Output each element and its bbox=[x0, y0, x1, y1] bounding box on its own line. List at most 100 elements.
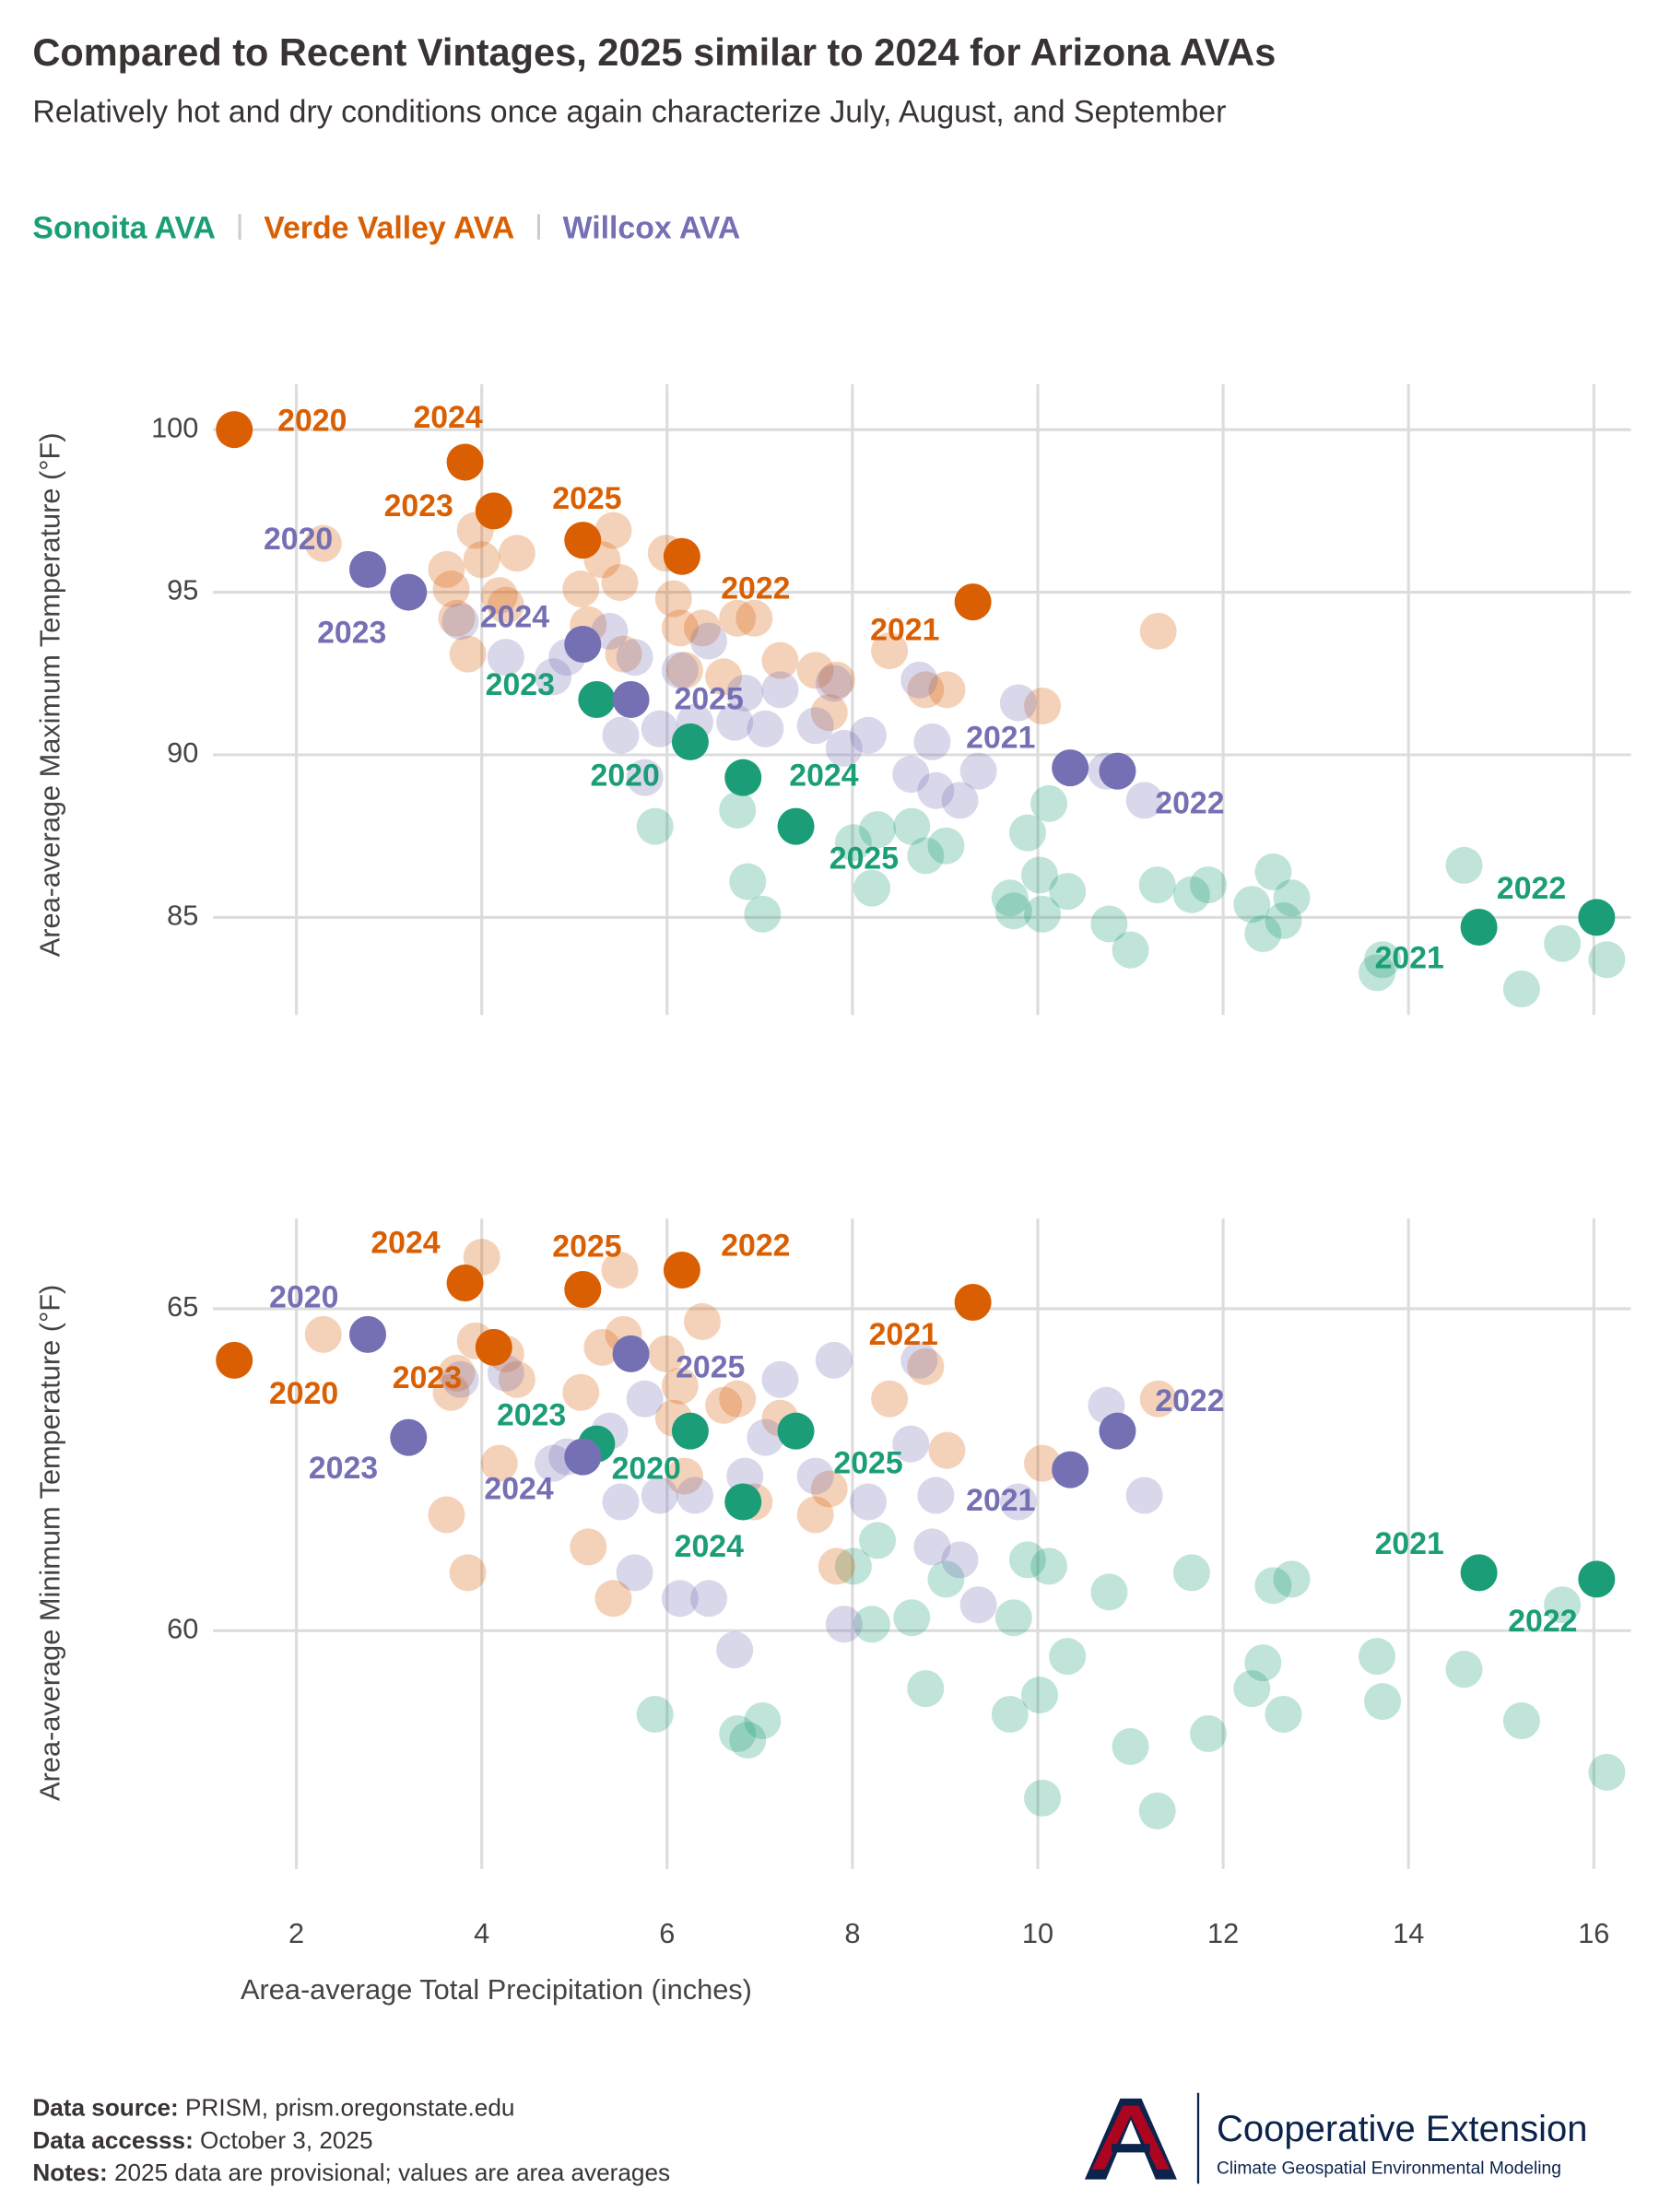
highlight-point bbox=[777, 1412, 815, 1450]
point bbox=[994, 1599, 1032, 1637]
point bbox=[1445, 846, 1483, 884]
point bbox=[1502, 1702, 1540, 1740]
point bbox=[761, 671, 799, 709]
point bbox=[1244, 1644, 1282, 1682]
point bbox=[654, 580, 692, 618]
point bbox=[487, 586, 524, 624]
point bbox=[1125, 782, 1163, 819]
point bbox=[927, 827, 965, 865]
point bbox=[735, 599, 773, 637]
point bbox=[661, 609, 699, 647]
point bbox=[907, 671, 945, 709]
point bbox=[1172, 876, 1210, 913]
point bbox=[449, 635, 487, 673]
point bbox=[1030, 1547, 1068, 1585]
point bbox=[893, 1599, 931, 1637]
point bbox=[602, 1483, 640, 1521]
point-label: 2021 bbox=[869, 1317, 938, 1352]
point bbox=[705, 1386, 743, 1424]
highlight-point bbox=[1052, 1451, 1089, 1488]
point bbox=[665, 652, 703, 689]
point bbox=[716, 1631, 754, 1669]
point-label: 2021 bbox=[1375, 940, 1444, 975]
highlight-point bbox=[349, 1315, 387, 1353]
logo-name: Cooperative Extension bbox=[1217, 2109, 1587, 2149]
point bbox=[825, 729, 863, 767]
plots: 85 90 95 100 Area-average Maximum Temperatur… bbox=[34, 383, 1631, 2006]
x-axis-title: Area-average Total Precipitation (inches… bbox=[241, 1973, 752, 2006]
point bbox=[810, 694, 848, 732]
y-tick-label: 65 bbox=[167, 1290, 198, 1323]
point bbox=[1024, 1444, 1062, 1482]
point bbox=[661, 652, 699, 689]
legend: Sonoita AVA Verde Valley AVA Willcox AVA bbox=[32, 210, 740, 245]
point-label: 2022 bbox=[721, 1228, 790, 1263]
point-label: 2021 bbox=[1375, 1526, 1444, 1561]
point bbox=[859, 811, 897, 849]
point bbox=[705, 658, 743, 696]
point-label: 2023 bbox=[486, 667, 555, 702]
point bbox=[690, 1580, 728, 1618]
point bbox=[1024, 895, 1062, 933]
point bbox=[428, 1496, 465, 1534]
point bbox=[616, 1554, 653, 1592]
point bbox=[726, 674, 764, 712]
point bbox=[999, 684, 1037, 722]
point bbox=[796, 652, 834, 689]
logo: Cooperative Extension Climate Geospatial… bbox=[1084, 2092, 1587, 2184]
point bbox=[853, 869, 891, 907]
highlight-point bbox=[475, 492, 512, 530]
point bbox=[991, 879, 1029, 917]
point bbox=[1112, 1727, 1149, 1765]
point bbox=[1445, 1651, 1483, 1688]
highlight-point bbox=[1099, 1412, 1136, 1450]
x-tick-label: 10 bbox=[1022, 1917, 1053, 1949]
point bbox=[601, 1252, 639, 1289]
point bbox=[941, 1541, 979, 1579]
legend-entry: Willcox AVA bbox=[563, 210, 741, 245]
highlight-point bbox=[671, 723, 709, 760]
highlight-point bbox=[216, 411, 253, 449]
point bbox=[815, 1341, 853, 1379]
point bbox=[917, 1477, 955, 1514]
point bbox=[498, 1360, 535, 1398]
point bbox=[602, 716, 640, 754]
x-tick-label: 4 bbox=[474, 1917, 489, 1949]
footer-text: October 3, 2025 bbox=[200, 2126, 372, 2154]
highlight-points bbox=[216, 411, 1616, 946]
point bbox=[438, 599, 476, 637]
point bbox=[719, 1714, 757, 1752]
point bbox=[535, 658, 572, 696]
highlight-point bbox=[954, 1283, 992, 1321]
point-label: 2024 bbox=[789, 759, 858, 794]
point bbox=[676, 1477, 713, 1514]
point bbox=[796, 707, 834, 745]
point bbox=[1364, 941, 1402, 979]
point bbox=[594, 512, 632, 549]
point bbox=[1273, 1560, 1311, 1598]
point bbox=[1588, 1753, 1626, 1791]
highlight-point bbox=[663, 1252, 700, 1289]
point bbox=[661, 1580, 699, 1618]
point bbox=[1125, 1477, 1163, 1514]
x-tick-label: 6 bbox=[659, 1917, 675, 1949]
highlight-point bbox=[390, 573, 428, 611]
point-label: 2022 bbox=[1155, 1383, 1224, 1418]
point bbox=[959, 752, 997, 790]
footer-label: Data accesss: bbox=[32, 2126, 193, 2154]
highlight-point bbox=[724, 759, 762, 796]
point bbox=[1233, 1670, 1271, 1708]
point bbox=[535, 1444, 572, 1482]
point bbox=[1265, 1696, 1302, 1734]
point-label: 2021 bbox=[966, 1483, 1035, 1518]
point bbox=[1021, 856, 1059, 894]
footer-line: Data source: PRISM, prism.oregonstate.ed… bbox=[32, 2093, 514, 2121]
highlight-point bbox=[564, 626, 602, 664]
point-label: 2025 bbox=[675, 681, 744, 716]
point-label: 2020 bbox=[269, 1279, 338, 1314]
point bbox=[432, 571, 470, 608]
point bbox=[594, 1580, 632, 1618]
point-label: 2025 bbox=[676, 1350, 745, 1385]
highlight-point bbox=[612, 1335, 650, 1372]
point-label: 2021 bbox=[870, 612, 939, 647]
